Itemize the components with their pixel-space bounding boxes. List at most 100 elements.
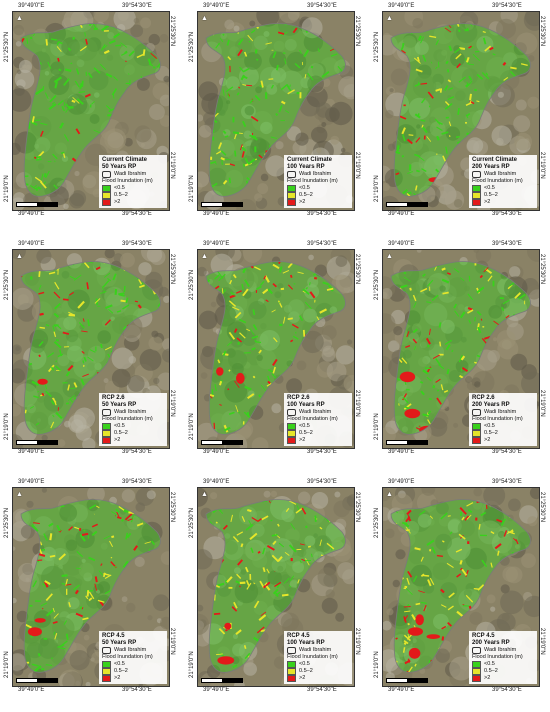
- legend-boundary: Wadi Ibrahim: [472, 409, 534, 416]
- lon-label-left-bottom: 39°49'0"E: [388, 449, 415, 455]
- swatch-mid: [472, 430, 481, 437]
- lat-label-top: 21°25'30"N: [539, 492, 545, 523]
- channel-low: [69, 398, 74, 403]
- channel-low: [402, 189, 408, 195]
- channel-low: [128, 50, 135, 57]
- channel-low: [55, 411, 63, 420]
- terrain-texture: [391, 349, 406, 365]
- channel-low: [34, 184, 38, 188]
- inundation-high-zone: [415, 614, 424, 626]
- map-panel: 39°49'0"E 39°54'30"E ▲ RCP 4.5 200 Years…: [374, 478, 546, 694]
- terrain-texture: [400, 532, 416, 547]
- legend-boundary: Wadi Ibrahim: [102, 171, 164, 178]
- channel-high: [239, 144, 243, 151]
- terrain-texture: [69, 193, 85, 209]
- terrain-texture: [200, 507, 212, 519]
- channel-mid: [247, 34, 254, 42]
- channel-mid: [416, 56, 420, 62]
- channel-low: [290, 523, 296, 530]
- terrain-texture: [210, 492, 218, 500]
- terrain-texture: [441, 49, 448, 56]
- channel-high: [86, 282, 89, 290]
- map-panel: 39°49'0"E 39°54'30"E ▲ Current Climate 2…: [374, 2, 546, 218]
- channel-low: [456, 141, 461, 144]
- channel-low: [286, 84, 292, 92]
- channel-mid: [421, 124, 424, 128]
- channel-low: [310, 65, 314, 69]
- channel-low: [244, 279, 250, 288]
- channel-low: [250, 547, 254, 554]
- channel-low: [87, 356, 94, 362]
- channel-low: [74, 80, 80, 88]
- north-arrow-icon: ▲: [386, 491, 393, 498]
- channel-low: [454, 310, 460, 317]
- channel-low: [131, 515, 134, 523]
- channel-high: [104, 319, 111, 326]
- terrain-texture: [411, 128, 417, 134]
- channel-low: [458, 355, 463, 363]
- terrain-texture: [128, 356, 137, 364]
- terrain-texture: [505, 566, 523, 584]
- map-panel: 39°49'0"E 39°54'30"E ▲ Current Climate 5…: [4, 2, 176, 218]
- swatch-mid: [102, 430, 111, 437]
- channel-mid: [234, 133, 237, 140]
- channel-low: [35, 88, 44, 96]
- swatch-high: [287, 675, 296, 682]
- channel-mid: [272, 263, 280, 270]
- channel-low: [251, 347, 256, 351]
- channel-low: [55, 365, 62, 372]
- channel-low: [123, 285, 126, 293]
- terrain-texture: [383, 32, 391, 41]
- channel-low: [53, 631, 56, 635]
- terrain-texture: [88, 70, 109, 91]
- terrain-texture: [104, 250, 115, 259]
- wadi-boundary: [390, 23, 531, 197]
- channel-high: [256, 626, 265, 634]
- swatch-high: [287, 199, 296, 206]
- channel-low: [258, 394, 261, 398]
- channel-low: [70, 62, 73, 65]
- terrain-texture: [41, 488, 47, 493]
- terrain-texture: [107, 32, 115, 39]
- map-svg: [383, 250, 539, 448]
- terrain-texture: [231, 656, 240, 665]
- channel-low: [251, 335, 259, 339]
- channel-low: [476, 73, 484, 80]
- lon-label-right: 39°54'30"E: [122, 241, 152, 247]
- channel-mid: [228, 369, 231, 372]
- inundation-low-area: [206, 23, 346, 197]
- channel-low: [150, 540, 156, 546]
- channel-low: [435, 357, 441, 366]
- channel-mid: [459, 47, 466, 50]
- channel-low: [275, 112, 279, 116]
- lon-label-right-bottom: 39°54'30"E: [307, 211, 337, 217]
- channel-mid: [136, 53, 144, 59]
- lat-label-top-left: 21°25'30"N: [189, 269, 195, 300]
- inundation-low-area: [391, 261, 531, 435]
- terrain-texture: [395, 549, 406, 560]
- legend-class-low: <0.5: [102, 185, 164, 192]
- terrain-texture: [73, 355, 97, 379]
- channel-high: [41, 392, 45, 397]
- channel-high: [53, 291, 61, 299]
- channel-high: [91, 523, 99, 528]
- channel-mid: [401, 357, 408, 364]
- terrain-texture: [409, 564, 432, 587]
- terrain-texture: [249, 20, 256, 27]
- channel-low: [43, 172, 47, 178]
- channel-high: [274, 581, 282, 588]
- terrain-texture: [136, 77, 150, 91]
- swatch-high: [102, 437, 111, 444]
- class-label-mid: 0.5–2: [484, 668, 498, 674]
- terrain-texture: [383, 426, 396, 444]
- terrain-texture: [474, 381, 481, 388]
- channel-high: [95, 266, 101, 271]
- north-arrow-icon: ▲: [201, 253, 208, 260]
- channel-low: [57, 644, 65, 649]
- terrain-texture: [52, 617, 75, 640]
- channel-high: [62, 298, 69, 301]
- terrain-texture: [398, 264, 420, 286]
- legend-class-high: >2: [287, 199, 349, 206]
- class-label-high: >2: [484, 437, 491, 443]
- channel-low: [422, 54, 427, 62]
